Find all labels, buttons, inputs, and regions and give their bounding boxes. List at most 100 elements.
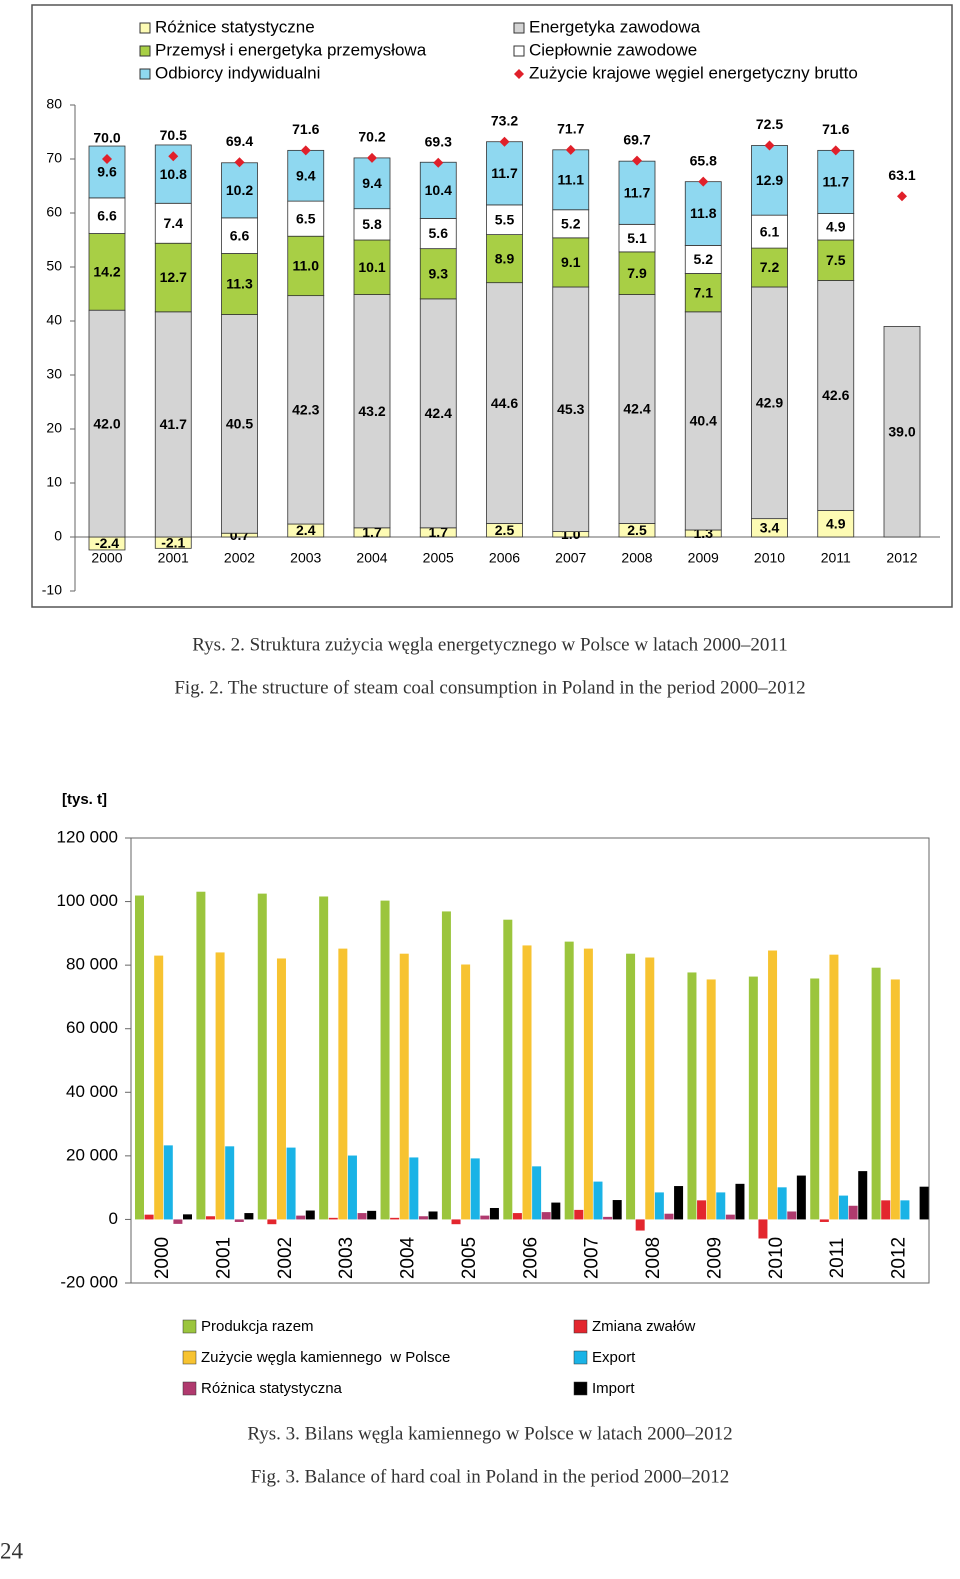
value-label: 40.5 [226, 416, 253, 432]
bar-segment [221, 253, 258, 315]
marker [499, 136, 510, 147]
plot-frame [130, 837, 930, 1284]
legend-label: Produkcja razem [201, 1318, 314, 1335]
legend-swatch [139, 68, 151, 80]
value-label: 42.3 [292, 402, 319, 418]
value-label: 10.1 [358, 259, 385, 275]
value-label: 2.5 [627, 522, 647, 538]
bar [267, 1219, 277, 1225]
total-label: 71.7 [557, 121, 584, 137]
value-label: 44.6 [491, 395, 518, 411]
x-tick-label: 2012 [886, 550, 917, 566]
bar-segment [353, 157, 391, 210]
marker [234, 157, 245, 168]
legend-label: Różnica statystyczna [201, 1380, 343, 1397]
bar [839, 1195, 849, 1220]
bar-segment [353, 239, 391, 295]
legend-swatch [139, 45, 151, 57]
bar [768, 950, 778, 1220]
bar [574, 1209, 584, 1220]
bar [347, 1155, 357, 1220]
bar-segment [751, 286, 788, 520]
total-label: 65.8 [690, 152, 717, 168]
value-label: 41.7 [160, 416, 187, 432]
legend-label: Export [592, 1349, 636, 1366]
value-label: 12.7 [160, 269, 187, 285]
legend-swatch [139, 22, 151, 34]
value-label: 7.4 [164, 215, 184, 231]
value-label: 5.8 [362, 216, 382, 232]
value-label: 45.3 [557, 401, 584, 417]
bar-segment [817, 239, 855, 281]
bar-segment [154, 311, 192, 538]
bar-segment [684, 311, 722, 531]
bar [748, 976, 758, 1220]
x-tick-label: 2007 [555, 550, 586, 566]
legend-label: Ciepłownie zawodowe [529, 40, 697, 59]
legend-swatch [513, 45, 525, 57]
y-tick-label: 70 [46, 150, 62, 166]
value-label: 11.8 [690, 205, 717, 221]
marker [433, 157, 444, 168]
legend-label: Odbiorcy indywidualni [155, 63, 320, 82]
bar-segment [684, 273, 722, 313]
value-label: 9.3 [429, 265, 449, 281]
value-label: 6.1 [760, 223, 780, 239]
bar [541, 1212, 551, 1220]
x-tick-label: 2011 [827, 1238, 848, 1279]
bar [796, 1175, 806, 1220]
bar [697, 1200, 707, 1220]
bar [305, 1210, 315, 1220]
bar [603, 1216, 613, 1220]
total-label: 69.4 [226, 133, 253, 149]
value-label: 7.2 [760, 259, 780, 275]
value-label: 6.5 [296, 210, 316, 226]
bar [173, 1219, 183, 1224]
bar [687, 972, 697, 1220]
marker [300, 145, 311, 156]
legend-label: Różnice statystyczne [155, 17, 315, 36]
value-label: -2.4 [95, 535, 119, 551]
x-tick-label: 2006 [520, 1237, 541, 1279]
legend-swatch [182, 1381, 197, 1396]
bar [338, 948, 348, 1220]
value-label: 40.4 [690, 413, 717, 429]
bar-segment [751, 247, 788, 288]
legend-label: Zużycie węgla kamiennego w Polsce [201, 1349, 450, 1366]
value-label: 8.9 [495, 250, 515, 266]
bar [881, 1200, 891, 1220]
total-label: 69.3 [425, 133, 452, 149]
bar [418, 1216, 428, 1220]
value-label: 12.9 [756, 172, 783, 188]
total-label: 69.7 [623, 131, 650, 147]
bar [225, 1146, 235, 1220]
y-axis-label: [tys. t] [62, 791, 107, 808]
value-label: 39.0 [888, 423, 915, 439]
bar [451, 1219, 461, 1225]
x-tick-label: 2000 [152, 1237, 173, 1279]
bar [532, 1166, 542, 1220]
bar [409, 1157, 419, 1220]
marker [764, 140, 775, 151]
bar [512, 1213, 522, 1220]
y-tick-label: 60 000 [66, 1018, 118, 1037]
bar [890, 979, 900, 1220]
x-tick-label: 2012 [889, 1237, 910, 1279]
y-tick-label: 80 000 [66, 955, 118, 974]
bar [787, 1211, 797, 1220]
bar-segment [287, 200, 325, 237]
marker [565, 144, 576, 155]
bar [706, 979, 716, 1220]
legend-swatch [573, 1381, 588, 1396]
value-label: 9.6 [97, 164, 117, 180]
bar [522, 945, 532, 1220]
bar-segment [751, 145, 788, 216]
bar [858, 1171, 868, 1220]
total-label: 71.6 [292, 121, 319, 137]
y-tick-label: 10 [46, 474, 62, 490]
bar [871, 967, 881, 1220]
marker [698, 176, 709, 187]
value-label: 9.4 [296, 167, 316, 183]
bar-segment [486, 204, 523, 235]
value-label: 43.2 [358, 403, 385, 419]
